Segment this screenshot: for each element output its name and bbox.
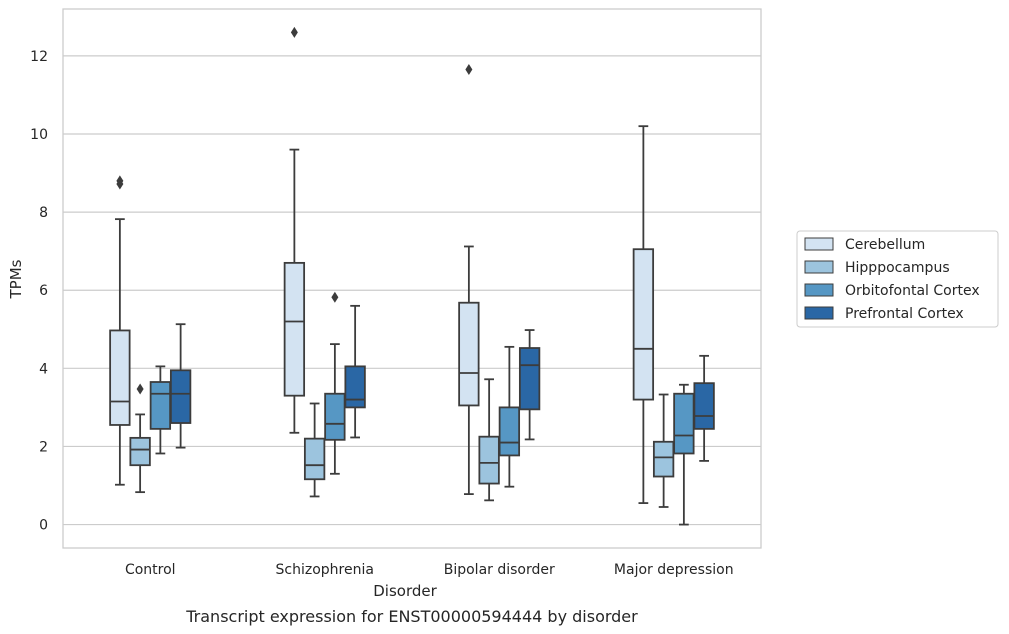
outlier-point <box>116 175 124 187</box>
box-hipppocampus <box>652 393 675 508</box>
y-tick-label: 2 <box>39 439 48 455</box>
box-cerebellum <box>632 125 655 504</box>
legend-item-hippocampus: Hipppocampus <box>804 260 950 276</box>
chart-caption: Transcript expression for ENST0000059444… <box>185 607 638 626</box>
box-orbitofontal-cortex <box>498 345 521 488</box>
box-group-major-depression <box>632 125 715 526</box>
iqr-box <box>109 329 131 426</box>
box-orbitofontal-cortex <box>673 383 695 526</box>
legend-swatch <box>804 237 834 251</box>
x-tick-label: Bipolar disorder <box>444 562 555 578</box>
legend-item-orbitofrontal-cortex: Orbitofontal Cortex <box>804 283 980 299</box>
iqr-box <box>652 440 675 478</box>
plot-frame <box>62 8 762 549</box>
iqr-box <box>478 435 500 485</box>
outlier-point <box>331 291 339 303</box>
outlier-point <box>290 26 298 38</box>
box-group-control <box>109 175 192 494</box>
iqr-box <box>458 301 480 407</box>
box-hipppocampus <box>129 383 151 494</box>
box-cerebellum <box>283 26 306 434</box>
outlier-point <box>465 64 473 76</box>
box-groups <box>109 26 715 526</box>
y-axis-title: TPMs <box>7 259 25 299</box>
box-group-bipolar-disorder <box>458 64 541 502</box>
iqr-box <box>498 406 521 457</box>
grid-lines <box>63 55 761 526</box>
box-prefrontal-cortex <box>169 323 192 449</box>
y-tick-label: 8 <box>39 205 48 221</box>
y-tick-label: 0 <box>39 518 48 534</box>
legend-swatch <box>804 306 834 320</box>
iqr-box <box>673 392 695 455</box>
x-tick-label: Schizophrenia <box>276 562 374 578</box>
x-tick-label: Control <box>125 562 176 578</box>
y-tick-label: 4 <box>39 361 48 377</box>
legend-item-cerebellum: Cerebellum <box>804 237 925 253</box>
box-hipppocampus <box>303 402 326 498</box>
legend-swatch <box>804 283 834 297</box>
y-tick-label: 10 <box>30 127 48 143</box>
box-cerebellum <box>458 64 480 496</box>
iqr-box <box>344 365 366 409</box>
y-tick-label: 12 <box>30 49 48 65</box>
x-axis-title: Disorder <box>373 582 437 600</box>
legend-label: Cerebellum <box>845 237 925 253</box>
legend-label: Prefrontal Cortex <box>845 306 964 322</box>
outlier-point <box>136 383 144 395</box>
iqr-box <box>324 392 346 441</box>
x-tick-label: Major depression <box>614 562 734 578</box>
y-tick-label: 6 <box>39 283 48 299</box>
box-prefrontal-cortex <box>693 354 715 462</box>
legend-swatch <box>804 260 834 274</box>
x-tick-labels: Control Schizophrenia Bipolar disorder Majo… <box>125 562 734 578</box>
iqr-box <box>283 261 306 397</box>
iqr-box <box>693 382 715 430</box>
legend-label: Orbitofontal Cortex <box>845 283 980 299</box>
box-cerebellum <box>109 175 131 486</box>
iqr-box <box>303 437 326 481</box>
iqr-box <box>129 436 151 467</box>
box-prefrontal-cortex <box>518 329 541 441</box>
iqr-box <box>632 248 655 401</box>
box-orbitofontal-cortex <box>324 291 346 475</box>
iqr-box <box>169 369 192 424</box>
legend-frame <box>796 230 999 328</box>
box-group-schizophrenia <box>283 26 366 498</box>
legend-item-prefrontal-cortex: Prefrontal Cortex <box>804 306 964 322</box>
legend: Cerebellum Hipppocampus Orbitofontal Cor… <box>796 230 999 328</box>
box-prefrontal-cortex <box>344 304 366 439</box>
iqr-box <box>518 347 541 411</box>
box-orbitofontal-cortex <box>149 365 172 455</box>
box-hipppocampus <box>478 378 500 502</box>
y-tick-labels: 0 2 4 6 8 10 12 <box>30 49 48 534</box>
legend-label: Hipppocampus <box>845 260 950 276</box>
iqr-box <box>149 381 172 430</box>
